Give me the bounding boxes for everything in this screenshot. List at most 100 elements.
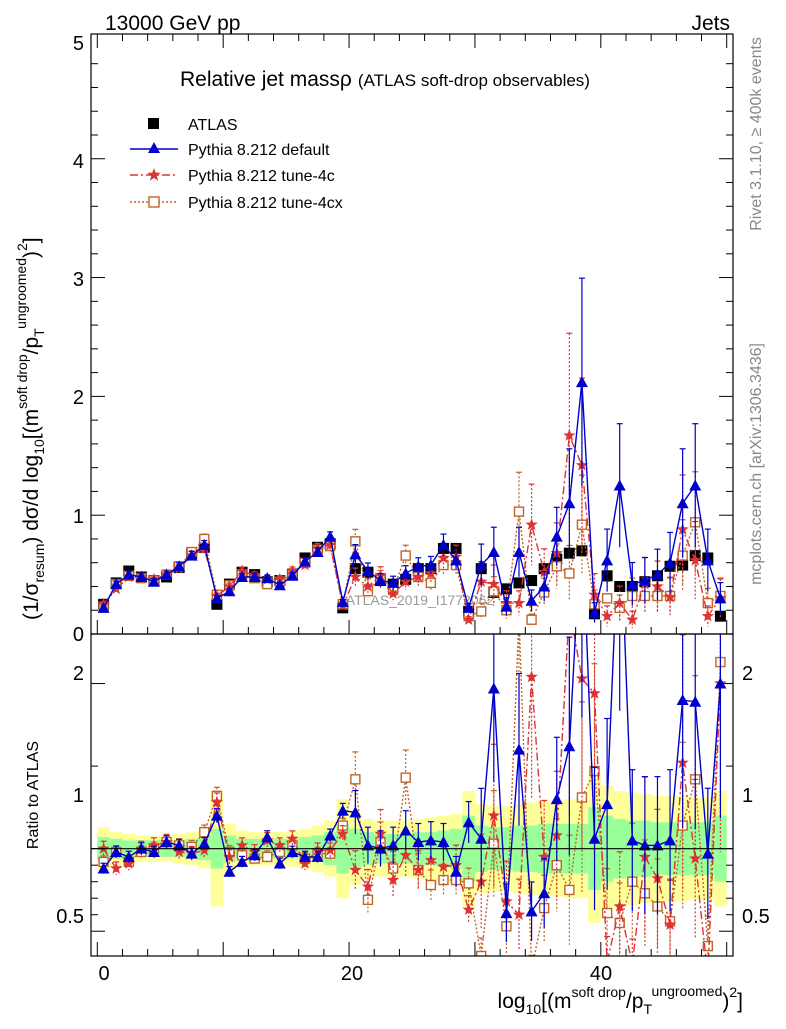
ratio-point-tune4cx: [601, 907, 613, 919]
main-point-tune4c: [349, 570, 362, 583]
ratio-point-tune4c: [399, 848, 412, 861]
main-point-default: [97, 601, 110, 613]
ratio-point-default: [563, 740, 576, 752]
ratio-point-default: [336, 804, 349, 816]
legend-label-tune4cx: Pythia 8.212 tune-4cx: [188, 195, 343, 212]
main-point-default: [475, 559, 488, 571]
ratio-point-tune4c: [437, 860, 450, 873]
main-point-tune4c: [563, 429, 576, 441]
ratio-point-default: [487, 682, 500, 694]
ratio-point-default: [261, 831, 274, 843]
main-point-default: [513, 546, 525, 558]
y-tick-label-1: 1: [73, 506, 84, 528]
main-point-tune4c: [324, 538, 337, 551]
main-point-default: [311, 546, 324, 558]
main-point-default: [664, 556, 677, 568]
ratio-point-tune4c: [525, 670, 538, 683]
ratio-line-default: [103, 634, 722, 914]
ratio-point-tune4c: [412, 863, 425, 876]
ratio-point-default: [701, 847, 714, 859]
main-point-tune4cx: [425, 577, 437, 589]
main-point-default: [588, 606, 601, 618]
ratio-point-default: [387, 839, 400, 851]
ratio-point-default: [525, 905, 538, 917]
main-point-default: [160, 568, 173, 580]
main-point-default: [147, 575, 160, 587]
ratio-point-default: [286, 845, 299, 857]
main-point-default: [110, 578, 123, 590]
main-point-tune4cx: [601, 593, 613, 604]
main-point-default: [223, 585, 236, 597]
ratio-point-tune4c: [147, 838, 161, 851]
main-point-default: [273, 579, 286, 591]
ratio-point-default: [412, 836, 425, 848]
ratio-point-tune4c: [122, 857, 135, 869]
ratio-point-tune4c: [538, 850, 551, 863]
main-point-default: [122, 568, 135, 580]
legend-label-tune4c: Pythia 8.212 tune-4c: [188, 168, 335, 185]
ratio-point-default: [626, 834, 639, 846]
ratio-point-tune4c: [324, 843, 337, 856]
main-series: [97, 277, 727, 629]
ratio-tick-label-right-0: 0.5: [742, 906, 770, 928]
ratio-point-default: [349, 806, 362, 818]
ratio-point-tune4c: [613, 900, 626, 912]
ratio-point-tune4c: [512, 908, 526, 920]
main-point-tune4c: [462, 613, 475, 625]
y-tick-label-0: 0: [73, 624, 84, 646]
ratio-point-default: [122, 850, 135, 862]
ratio-point-default: [97, 862, 110, 874]
ratio-point-default: [437, 836, 450, 848]
main-point-default: [361, 565, 374, 577]
main-point-tune4c: [613, 596, 626, 609]
chart-title-main: Relative jet massρ: [180, 68, 352, 91]
chart-title: Relative jet massρ (ATLAS soft-drop obser…: [180, 68, 590, 91]
chart-subtitle: (ATLAS soft-drop observables): [358, 71, 590, 90]
ratio-point-default: [223, 865, 236, 877]
ratio-point-tune4c: [235, 838, 249, 851]
main-point-default: [676, 497, 689, 509]
main-point-default: [261, 572, 274, 584]
ratio-point-default: [513, 743, 525, 755]
ratio-point-tune4c: [487, 809, 500, 821]
main-point-default: [248, 570, 261, 582]
ratio-point-default: [324, 829, 337, 841]
x-axis-label: log10[(msoft drop/pTungroomed)2]: [498, 983, 743, 1017]
main-point-default: [651, 568, 664, 580]
ratio-point-tune4c: [349, 863, 362, 876]
ratio-point-tune4c: [210, 795, 224, 808]
ratio-point-default: [361, 839, 374, 851]
legend-marker-atlas: [148, 118, 159, 129]
main-point-default: [374, 574, 387, 586]
legend-label-atlas: ATLAS: [188, 117, 238, 134]
ratio-point-tune4c: [311, 843, 324, 856]
main-point-tune4c: [701, 609, 714, 622]
ratio-point-default: [273, 857, 286, 869]
ratio-point-tune4cx: [614, 917, 625, 929]
ratio-point-tune4c: [110, 862, 123, 874]
main-point-tune4c: [663, 590, 677, 603]
main-point-tune4c: [626, 613, 639, 625]
ratio-series: [97, 634, 727, 956]
main-point-tune4c: [273, 572, 286, 585]
main-point-default: [349, 548, 362, 560]
main-point-default: [525, 594, 538, 606]
ratio-point-tune4c: [273, 838, 286, 851]
ratio-tick-label-left-2: 2: [73, 663, 84, 685]
main-point-default: [424, 559, 437, 571]
ratio-point-default: [664, 834, 677, 846]
main-point-default: [701, 554, 714, 566]
y-tick-label-3: 3: [73, 269, 84, 291]
ratio-point-tune4c: [223, 850, 236, 863]
mcplots-label: mcplots.cern.ch [arXiv:1306.3436]: [748, 343, 765, 585]
ratio-point-tune4c: [336, 827, 349, 840]
main-point-default: [487, 546, 500, 558]
ratio-point-default: [399, 824, 412, 836]
x-tick-label-0: 0: [98, 963, 109, 985]
ratio-point-tune4cx: [476, 950, 487, 956]
ratio-point-default: [651, 839, 664, 851]
y-tick-label-5: 5: [73, 33, 84, 55]
main-point-default: [538, 580, 551, 592]
